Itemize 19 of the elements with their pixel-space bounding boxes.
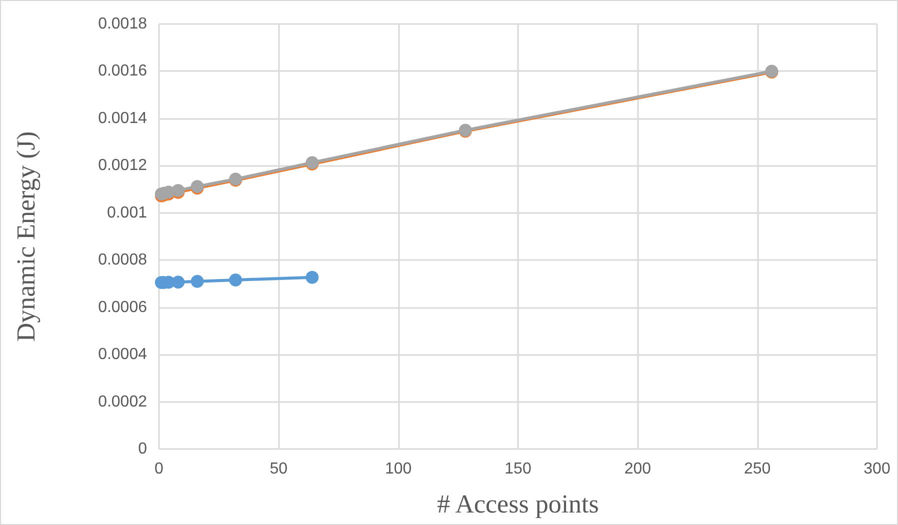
- y-tick-label: 0.0006: [98, 298, 148, 316]
- y-axis-title: Dynamic Energy (J): [12, 131, 40, 342]
- x-tick-label: 100: [384, 460, 412, 478]
- y-tick-label: 0: [138, 440, 148, 458]
- x-tick-label: 50: [270, 460, 288, 478]
- y-tick-label: 0.0016: [98, 62, 148, 80]
- x-axis-title: # Access points: [437, 490, 599, 518]
- x-tick-label: 0: [154, 460, 164, 478]
- y-tick-label: 0.0012: [98, 157, 148, 174]
- y-tick-label: 0.0008: [98, 252, 148, 269]
- y-tick-label: 0.001: [106, 204, 148, 222]
- x-tick-label: 200: [624, 460, 652, 478]
- x-tick-label: 300: [864, 460, 890, 478]
- y-tick-label: 0.0004: [98, 346, 148, 364]
- y-tick-label: 0.0002: [98, 393, 148, 410]
- x-tick-label: 250: [744, 460, 771, 478]
- y-tick-label: 0.0014: [98, 110, 148, 127]
- x-tick-label: 150: [504, 460, 532, 478]
- y-tick-label: 0.0018: [98, 16, 148, 32]
